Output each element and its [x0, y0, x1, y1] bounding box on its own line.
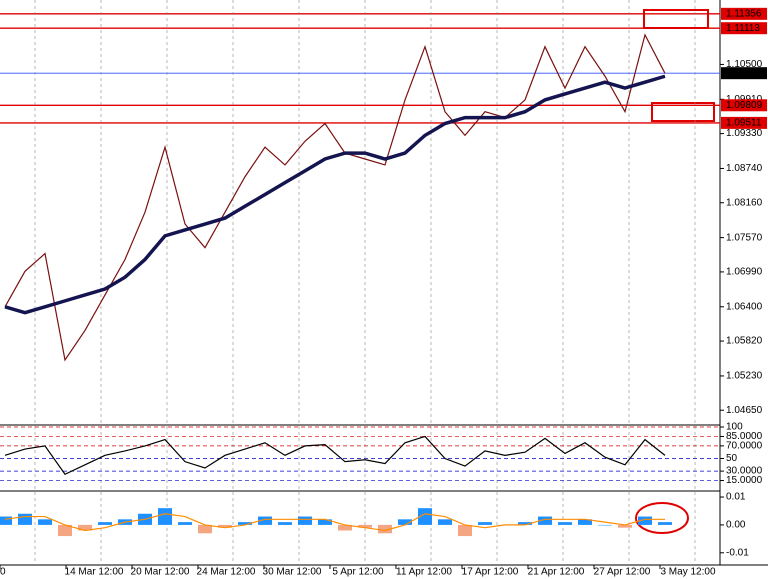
y-tick-label: 70.0000: [726, 441, 763, 452]
histogram-bar: [158, 508, 172, 525]
histogram-bar: [518, 522, 532, 525]
histogram-bar: [0, 516, 12, 525]
histogram-bar: [598, 524, 612, 526]
y-tick-label: 85.0000: [726, 431, 763, 442]
histogram-bar: [418, 508, 432, 525]
y-tick-label: 1.08740: [726, 163, 763, 174]
highlight-ellipse: [635, 502, 689, 534]
histogram-bar: [38, 519, 52, 525]
y-tick-label: 1.06990: [726, 267, 763, 278]
y-tick-label: 1.06400: [726, 301, 763, 312]
x-tick-label: 14 Mar 12:00: [65, 567, 124, 578]
series-line: [4, 33, 666, 362]
histogram-bar: [638, 516, 652, 525]
histogram-bar: [338, 524, 352, 531]
price-level-tag: [721, 116, 767, 129]
x-tick-label: 0: [0, 567, 6, 578]
histogram-bar: [378, 524, 392, 534]
histogram-bar: [18, 513, 32, 525]
y-tick-label: 1.09330: [726, 128, 763, 139]
price-level-tag: [721, 99, 767, 112]
histogram-bar: [538, 516, 552, 525]
histogram-bar: [618, 524, 632, 528]
y-tick-label: 30.0000: [726, 466, 763, 477]
price-level-tag: [721, 22, 767, 35]
y-tick-label: 1.04650: [726, 405, 763, 416]
histogram-bar: [98, 522, 112, 525]
series-line: [4, 513, 665, 532]
y-tick-label: 1.10500: [726, 59, 763, 70]
y-tick-label: 0.01: [726, 492, 746, 503]
histogram-bar: [438, 519, 452, 525]
histogram-bar: [78, 524, 92, 531]
price-level-tag: [721, 7, 767, 20]
y-tick-label: 1.05820: [726, 336, 763, 347]
y-tick-label: 1.07570: [726, 232, 763, 243]
x-tick-label: 20 Mar 12:00: [131, 567, 190, 578]
histogram-bar: [478, 522, 492, 525]
x-tick-label: 3 May 12:00: [660, 567, 715, 578]
histogram-bar: [318, 519, 332, 525]
histogram-bar: [278, 522, 292, 525]
x-tick-label: 5 Apr 12:00: [332, 567, 384, 578]
histogram-bar: [458, 524, 472, 537]
histogram-bar: [218, 524, 232, 528]
histogram-bar: [238, 522, 252, 525]
price-level-label: 1.11356: [726, 8, 762, 19]
price-level-label: 1.09511: [726, 118, 762, 129]
histogram-bar: [178, 522, 192, 525]
histogram-bar: [298, 516, 312, 525]
x-tick-label: 30 Mar 12:00: [263, 567, 322, 578]
x-tick-label: 11 Apr 12:00: [396, 567, 452, 578]
series-line: [4, 74, 666, 315]
y-tick-label: 1.08160: [726, 197, 763, 208]
y-tick-label: 50: [726, 453, 738, 464]
histogram-bar: [258, 516, 272, 525]
y-tick-label: -0.01: [726, 547, 749, 558]
series-line: [4, 435, 666, 476]
x-tick-label: 17 Apr 12:00: [462, 567, 519, 578]
x-tick-label: 21 Apr 12:00: [528, 567, 585, 578]
histogram-bar: [398, 519, 412, 525]
histogram-bar: [358, 524, 372, 528]
price-level-label: 1.10352: [726, 68, 763, 79]
x-tick-label: 24 Mar 12:00: [197, 567, 256, 578]
histogram-bar: [558, 522, 572, 525]
x-tick-label: 27 Apr 12:00: [594, 567, 651, 578]
histogram-bar: [58, 524, 72, 537]
y-tick-label: 100: [726, 422, 743, 433]
price-level-tag: [721, 67, 767, 80]
marker-box: [651, 102, 715, 122]
price-level-label: 1.11113: [726, 23, 760, 34]
y-tick-label: 1.05230: [726, 371, 763, 382]
y-tick-label: 0.00: [726, 520, 746, 531]
y-tick-label: 15.0000: [726, 475, 763, 486]
price-level-label: 1.09809: [726, 100, 763, 111]
histogram-bar: [658, 522, 672, 525]
histogram-bar: [578, 519, 592, 525]
histogram-bar: [198, 524, 212, 534]
